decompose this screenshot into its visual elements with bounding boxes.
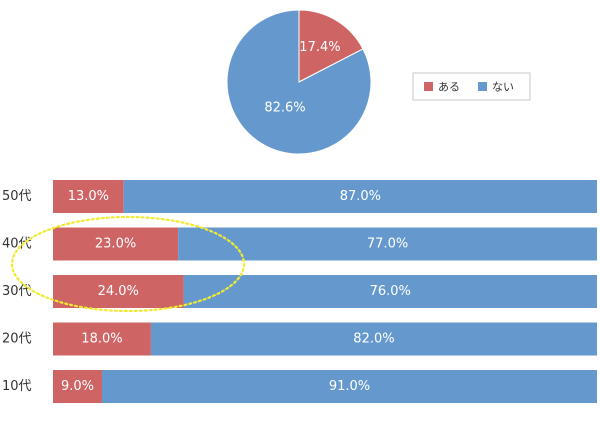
highlight-ellipse — [10, 215, 246, 313]
pie-data-label: 82.6% — [264, 101, 305, 116]
category-label: 40代 — [2, 237, 32, 252]
category-label: 20代 — [2, 332, 32, 347]
bar-data-label: 77.0% — [367, 237, 408, 252]
bar-segment-nai — [101, 370, 598, 403]
bar-data-label: 91.0% — [329, 379, 370, 394]
pie-chart: 17.4% 82.6% — [226, 9, 372, 155]
legend-swatch — [424, 82, 433, 91]
stacked-bar-chart: 50代 13.0% 87.0% 40代 23.0% 77.0% 30代 24.0% 76.0% 2… — [2, 180, 598, 403]
category-label: 30代 — [2, 284, 32, 299]
bar-segment-aru — [53, 275, 184, 308]
bar-data-label: 82.0% — [353, 332, 394, 347]
pie-slice-nai — [226, 9, 372, 155]
bar-segment-nai — [178, 227, 597, 261]
category-label: 10代 — [2, 379, 32, 394]
highlight-annotation — [10, 215, 246, 313]
bar-data-label: 13.0% — [68, 189, 109, 204]
bar-data-label: 24.0% — [98, 284, 139, 299]
bar-data-label: 23.0% — [95, 237, 136, 252]
legend-label: ない — [492, 81, 514, 94]
bar-data-label: 18.0% — [81, 332, 122, 347]
bar-segment-aru — [53, 370, 102, 403]
bar-data-label: 9.0% — [61, 379, 94, 394]
bar-segment-nai — [150, 322, 598, 356]
bar-segment-aru — [53, 227, 179, 261]
legend-swatch — [478, 82, 487, 91]
pie-data-label: 17.4% — [299, 40, 340, 55]
bar-segment-aru — [53, 180, 124, 213]
bar-segment-nai — [183, 275, 597, 308]
bar-segment-nai — [123, 180, 597, 213]
bar-data-label: 76.0% — [370, 284, 411, 299]
legend-label: ある — [438, 81, 460, 94]
pie-legend: ある ない — [412, 72, 531, 101]
category-label: 50代 — [2, 189, 32, 204]
pie-slice-aru — [298, 9, 364, 83]
bar-segment-aru — [53, 322, 151, 356]
bar-data-label: 87.0% — [340, 189, 381, 204]
